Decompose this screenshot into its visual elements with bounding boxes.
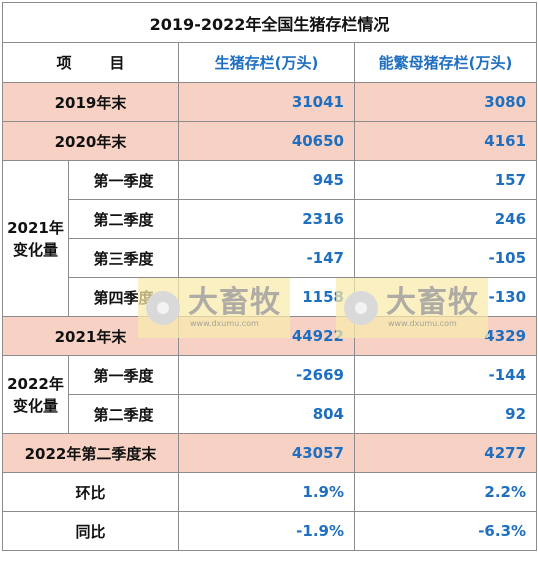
watermark-url: www.dxumu.com (190, 319, 259, 328)
header-item: 项目 (2, 42, 179, 83)
group-line2: 变化量 (12, 240, 58, 259)
title-row: 2019-2022年全国生猪存栏情况 (1, 2, 538, 43)
row-label: 2019年末 (2, 82, 179, 122)
row-2021-q3: 第三季度 -147 -105 (3, 238, 538, 278)
group-line1: 2022年 (7, 374, 64, 393)
sow-value: 246 (353, 199, 538, 239)
row-2022-q2: 第二季度 804 92 (3, 394, 538, 434)
sow-value: 3080 (353, 82, 538, 122)
quarter-label: 第三季度 (68, 238, 179, 278)
row-2022-q1: 2022年 变化量 第一季度 -2669 -144 (2, 355, 538, 434)
watermark-logo-icon (344, 291, 378, 325)
watermark: 大畜牧 www.dxumu.com (138, 278, 290, 338)
sow-value: 2.2% (353, 472, 538, 512)
quarter-label: 第二季度 (68, 394, 179, 434)
group-label-2022: 2022年 变化量 (2, 355, 69, 434)
sow-value: 92 (353, 394, 538, 434)
watermark: 大畜牧 www.dxumu.com (336, 278, 488, 338)
pig-value: 31041 (178, 82, 355, 122)
sow-value: 4161 (353, 121, 538, 161)
row-label: 环比 (2, 472, 179, 512)
watermark-brand: 大畜牧 (386, 285, 479, 320)
header-row: 项目 生猪存栏(万头) 能繁母猪存栏(万头) (2, 42, 538, 83)
pig-value: -2669 (178, 355, 355, 395)
pig-value: -1.9% (178, 511, 355, 551)
pig-value: 2316 (178, 199, 355, 239)
watermark-url: www.dxumu.com (388, 319, 457, 328)
sow-value: -6.3% (353, 511, 538, 551)
quarter-label: 第一季度 (68, 355, 179, 395)
row-yoy: 同比 -1.9% -6.3% (2, 511, 538, 551)
sow-value: 157 (353, 160, 538, 200)
quarter-label: 第二季度 (68, 199, 179, 239)
table-title: 2019-2022年全国生猪存栏情况 (1, 2, 538, 43)
pig-value: 945 (178, 160, 355, 200)
group-label-2021: 2021年 变化量 (2, 160, 69, 317)
sow-value: -105 (353, 238, 538, 278)
pig-value: 40650 (178, 121, 355, 161)
row-2021-q2: 第二季度 2316 246 (3, 199, 538, 239)
row-label: 同比 (2, 511, 179, 551)
row-2021-q1: 2021年 变化量 第一季度 945 157 (2, 160, 538, 317)
group-line1: 2021年 (7, 218, 64, 237)
pig-value: -147 (178, 238, 355, 278)
row-mom: 环比 1.9% 2.2% (2, 472, 538, 512)
header-item-right: 目 (109, 54, 125, 72)
header-pig-inventory: 生猪存栏(万头) (178, 42, 355, 83)
pig-inventory-table: 2019-2022年全国生猪存栏情况 项目 生猪存栏(万头) 能繁母猪存栏(万头… (1, 2, 538, 551)
sow-value: 4277 (353, 433, 538, 473)
row-label: 2020年末 (2, 121, 179, 161)
row-2022-q2-end: 2022年第二季度末 43057 4277 (2, 433, 538, 473)
row-2020-end: 2020年末 40650 4161 (2, 121, 538, 161)
header-item-left: 项 (56, 54, 72, 72)
group-line2: 变化量 (12, 396, 58, 415)
sow-value: -144 (353, 355, 538, 395)
pig-value: 804 (178, 394, 355, 434)
pig-value: 1.9% (178, 472, 355, 512)
pig-value: 43057 (178, 433, 355, 473)
row-label: 2022年第二季度末 (2, 433, 179, 473)
watermark-logo-icon (146, 291, 180, 325)
row-2019-end: 2019年末 31041 3080 (2, 82, 538, 122)
quarter-label: 第一季度 (68, 160, 179, 200)
header-sow-inventory: 能繁母猪存栏(万头) (353, 42, 538, 83)
watermark-brand: 大畜牧 (188, 285, 281, 320)
